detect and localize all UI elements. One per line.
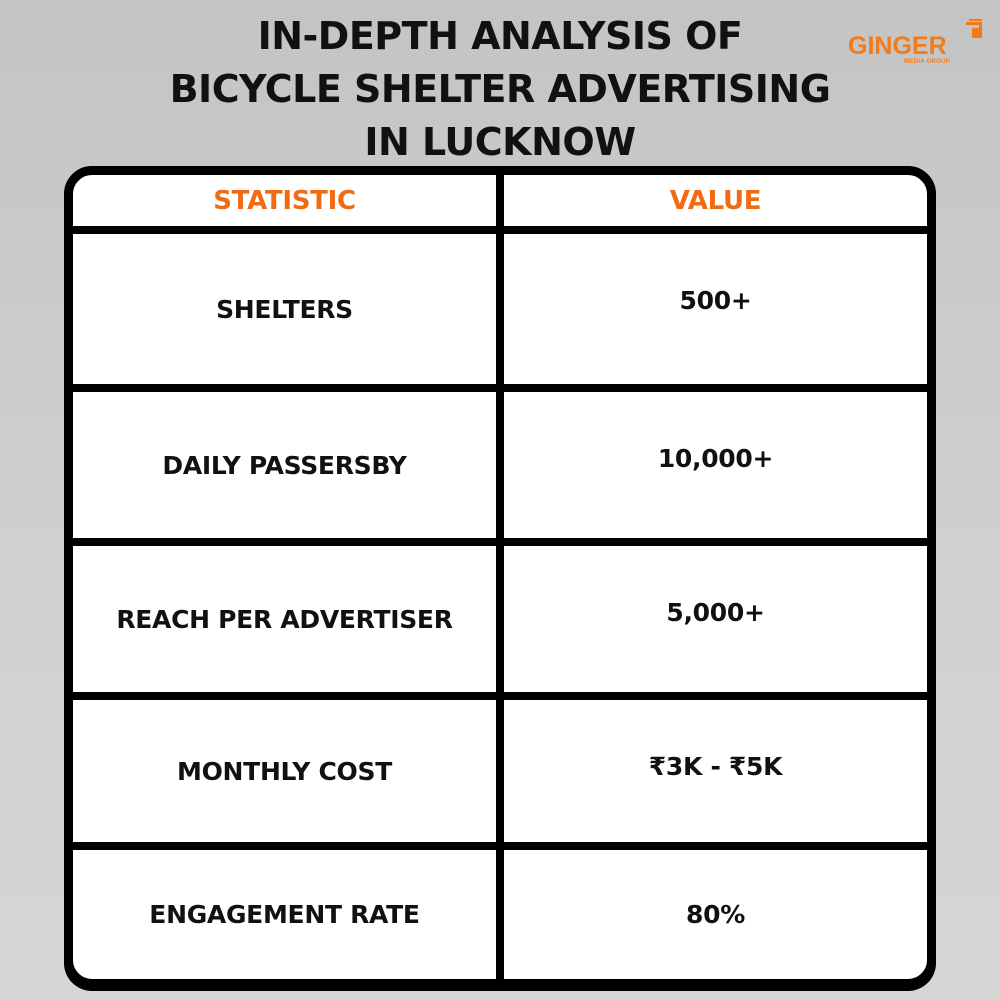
statistic-cell: ENGAGEMENT RATE	[73, 842, 504, 979]
title-line-3: IN LUCKNOW	[364, 120, 636, 164]
page-title: IN-DEPTH ANALYSIS OF BICYCLE SHELTER ADV…	[0, 10, 1000, 169]
statistic-cell: DAILY PASSERSBY	[73, 384, 504, 546]
value-cell: 10,000+	[496, 384, 927, 546]
stacked-corner-brackets-icon	[966, 19, 982, 38]
column-header-value: VALUE	[496, 175, 927, 234]
value-cell: 80%	[496, 842, 927, 979]
table-row: SHELTERS 500+	[73, 226, 927, 392]
table-row: ENGAGEMENT RATE 80%	[73, 842, 927, 979]
value-cell: ₹3K - ₹5K	[496, 692, 927, 850]
logo-tagline: MEDIA GROUP	[904, 59, 951, 65]
table-row: MONTHLY COST ₹3K - ₹5K	[73, 692, 927, 850]
statistics-table: STATISTIC VALUE SHELTERS 500+ DAILY PASS…	[64, 166, 936, 988]
statistic-cell: MONTHLY COST	[73, 692, 504, 850]
table-row: DAILY PASSERSBY 10,000+	[73, 384, 927, 546]
logo-wordmark: GINGER	[848, 32, 947, 60]
table-row: REACH PER ADVERTISER 5,000+	[73, 538, 927, 700]
statistic-cell: SHELTERS	[73, 226, 504, 392]
title-line-1: IN-DEPTH ANALYSIS OF	[257, 14, 743, 58]
title-line-2: BICYCLE SHELTER ADVERTISING	[169, 67, 831, 111]
statistic-cell: REACH PER ADVERTISER	[73, 538, 504, 700]
column-header-statistic: STATISTIC	[73, 175, 504, 234]
table-header-row: STATISTIC VALUE	[73, 175, 927, 234]
value-cell: 5,000+	[496, 538, 927, 700]
brand-logo: GINGER MEDIA GROUP	[846, 18, 986, 70]
value-cell: 500+	[496, 226, 927, 392]
